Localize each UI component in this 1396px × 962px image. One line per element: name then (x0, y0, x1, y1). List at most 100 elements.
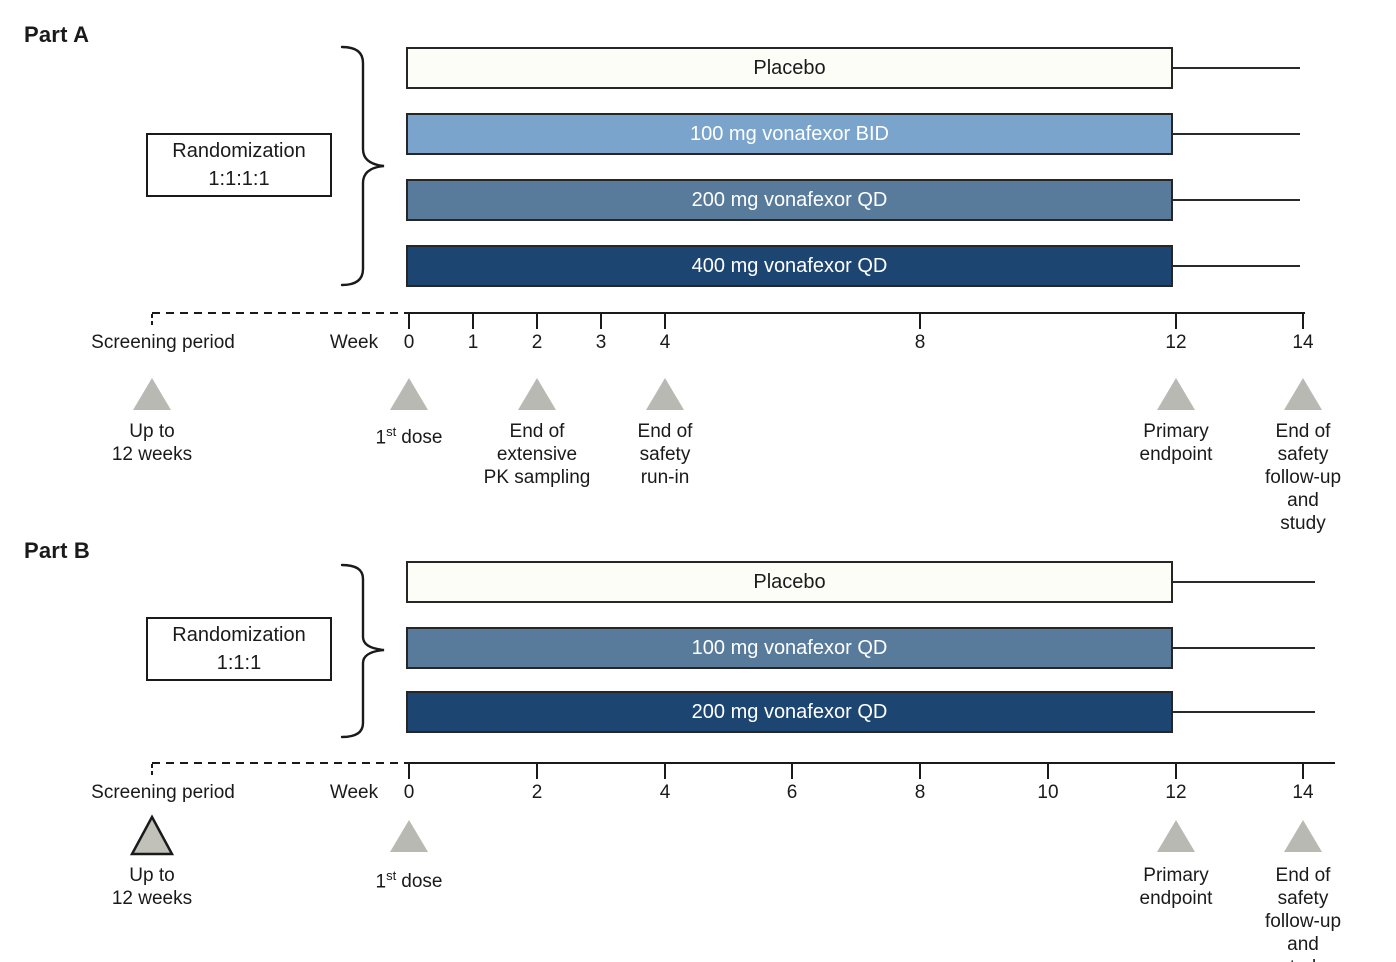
event-caption-screening: Up to 12 weeks (111, 421, 193, 465)
screening-start-tick (151, 314, 153, 328)
tick-week-12 (1175, 313, 1177, 329)
tick-label-0: 0 (403, 332, 415, 353)
event-caption-end-of-study: End of safety follow-up and study (1264, 865, 1342, 962)
first-dose-ordinal: st (386, 424, 397, 439)
event-caption-pk-sampling: End of extensive PK sampling (483, 421, 591, 488)
tick-label-12: 12 (1165, 782, 1187, 803)
follow-up-line (1173, 581, 1315, 583)
tick-week-14 (1302, 313, 1304, 329)
event-triangle-end-of-study (1284, 820, 1322, 852)
screening-dashed-line (152, 312, 409, 314)
tick-week-14 (1302, 763, 1304, 779)
follow-up-line (1173, 67, 1300, 69)
randomization-label: Randomization (172, 140, 306, 162)
arm-bar-label: 100 mg vonafexor QD (691, 636, 888, 659)
tick-label-8: 8 (914, 782, 926, 803)
arm-bar-label: 100 mg vonafexor BID (690, 122, 889, 145)
tick-week-10 (1047, 763, 1049, 779)
arm-bar-label: Placebo (753, 56, 826, 79)
arm-bar-100mg-qd: 100 mg vonafexor QD (406, 627, 1173, 669)
arm-bar-200mg-qd: 200 mg vonafexor QD (406, 691, 1173, 733)
arm-bar-placebo: Placebo (406, 561, 1173, 603)
event-triangle-end-of-study (1284, 378, 1322, 410)
randomization-brace (340, 563, 385, 739)
event-triangle-primary-endpoint (1157, 820, 1195, 852)
screening-dashed-line (152, 762, 409, 764)
part-a-randomization-box: Randomization 1:1:1:1 (146, 133, 332, 197)
randomization-label: Randomization (172, 624, 306, 646)
arm-bar-placebo: Placebo (406, 47, 1173, 89)
tick-week-6 (791, 763, 793, 779)
arm-bar-400mg-qd: 400 mg vonafexor QD (406, 245, 1173, 287)
tick-label-14: 14 (1292, 782, 1314, 803)
arm-bar-label: 200 mg vonafexor QD (691, 700, 888, 723)
first-dose-number: 1 (375, 871, 387, 893)
tick-week-8 (919, 763, 921, 779)
tick-label-1: 1 (467, 332, 479, 353)
tick-week-8 (919, 313, 921, 329)
event-triangle-screening-outlined (130, 814, 174, 856)
tick-label-2: 2 (531, 782, 543, 803)
event-triangle-pk-sampling (518, 378, 556, 410)
event-triangle-first-dose (390, 378, 428, 410)
part-a-title: Part A (24, 22, 90, 47)
event-caption-first-dose: 1st dose (376, 864, 443, 893)
first-dose-number: 1 (375, 427, 387, 449)
tick-label-10: 10 (1037, 782, 1059, 803)
tick-label-14: 14 (1292, 332, 1314, 353)
tick-label-3: 3 (595, 332, 607, 353)
tick-week-2 (536, 763, 538, 779)
event-caption-primary-endpoint: Primary endpoint (1139, 865, 1213, 909)
tick-week-2 (536, 313, 538, 329)
week-axis-label: Week (329, 782, 379, 803)
event-triangle-safety-run-in (646, 378, 684, 410)
follow-up-line (1173, 133, 1300, 135)
arm-bar-label: 400 mg vonafexor QD (691, 254, 888, 277)
week-axis-label: Week (329, 332, 379, 353)
screening-period-label: Screening period (91, 332, 235, 353)
tick-week-0 (408, 313, 410, 329)
arm-bar-100mg-bid: 100 mg vonafexor BID (406, 113, 1173, 155)
tick-label-6: 6 (786, 782, 798, 803)
tick-label-4: 4 (659, 782, 671, 803)
timeline-axis (409, 312, 1305, 314)
tick-week-4 (664, 313, 666, 329)
event-triangle-screening (133, 378, 171, 410)
first-dose-word: dose (401, 871, 443, 893)
arm-bar-label: Placebo (753, 570, 826, 593)
event-caption-screening: Up to 12 weeks (111, 865, 193, 909)
tick-week-0 (408, 763, 410, 779)
tick-week-12 (1175, 763, 1177, 779)
part-b-randomization-box: Randomization 1:1:1 (146, 617, 332, 681)
tick-week-3 (600, 313, 602, 329)
tick-label-8: 8 (914, 332, 926, 353)
follow-up-line (1173, 199, 1300, 201)
event-caption-first-dose: 1st dose (376, 420, 443, 449)
timeline-axis (409, 762, 1335, 764)
screening-period-label: Screening period (91, 782, 235, 803)
follow-up-line (1173, 711, 1315, 713)
tick-label-4: 4 (659, 332, 671, 353)
randomization-brace (340, 45, 385, 287)
event-caption-safety-run-in: End of safety run-in (637, 421, 693, 488)
event-caption-primary-endpoint: Primary endpoint (1139, 421, 1213, 465)
arm-bar-200mg-qd: 200 mg vonafexor QD (406, 179, 1173, 221)
first-dose-ordinal: st (386, 868, 397, 883)
tick-label-2: 2 (531, 332, 543, 353)
tick-label-12: 12 (1165, 332, 1187, 353)
part-b-title: Part B (24, 538, 90, 563)
randomization-ratio: 1:1:1 (216, 652, 262, 674)
event-triangle-first-dose (390, 820, 428, 852)
first-dose-word: dose (401, 427, 443, 449)
tick-week-4 (664, 763, 666, 779)
randomization-ratio: 1:1:1:1 (208, 168, 270, 190)
screening-start-tick (151, 764, 153, 778)
follow-up-line (1173, 647, 1315, 649)
arm-bar-label: 200 mg vonafexor QD (691, 188, 888, 211)
follow-up-line (1173, 265, 1300, 267)
event-triangle-primary-endpoint (1157, 378, 1195, 410)
tick-label-0: 0 (403, 782, 415, 803)
event-caption-end-of-study: End of safety follow-up and study (1264, 421, 1342, 534)
tick-week-1 (472, 313, 474, 329)
